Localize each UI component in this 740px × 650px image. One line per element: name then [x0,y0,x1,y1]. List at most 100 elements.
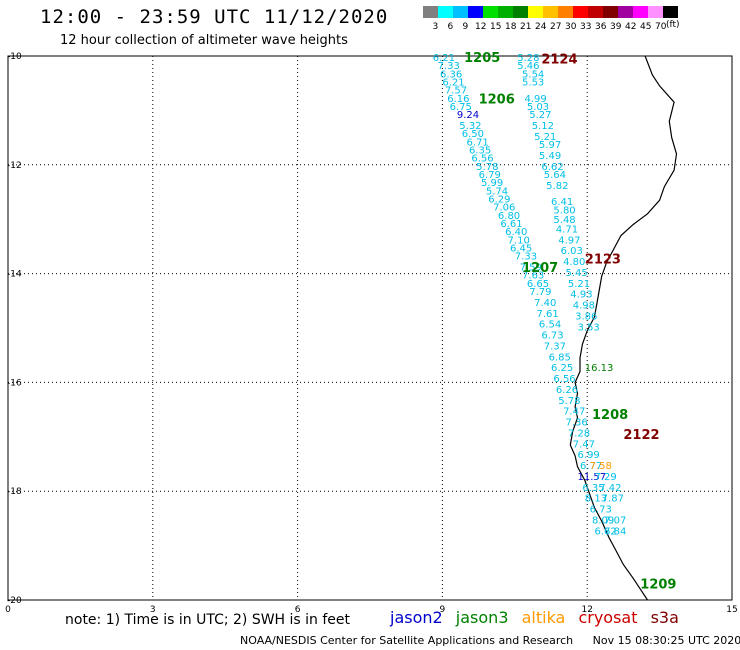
x-tick-label: 9 [440,605,446,615]
legend-cryosat: cryosat [578,608,638,627]
legend-jason3: jason3 [455,608,509,627]
wave-height-value: 6.62 [594,526,616,537]
color-scale-tick: 18 [505,22,517,32]
wave-height-value: 6.50 [462,129,484,140]
wave-height-value: 5.82 [546,181,568,192]
note-text: note: 1) Time is in UTC; 2) SWH is in fe… [65,612,351,628]
color-scale-tick: 6 [447,22,454,32]
color-swatch [438,6,453,18]
color-scale-tick: 70 [655,22,667,32]
wave-height-value: 7.84 [604,526,626,537]
wave-height-value: 5.74 [486,186,508,197]
wave-height-value: 5.78 [558,396,580,407]
color-scale: 3 6 9 12 15 18 21 24 27 30 33 36 39 42 45 70 (ft) [423,6,680,32]
x-tick-label: 3 [150,605,156,615]
pass-label: 2122 [623,428,659,443]
color-swatch [648,6,663,18]
wave-height-value: 7.10 [508,235,530,246]
footer-credit: NOAA/NESDIS Center for Satellite Applica… [240,634,574,647]
color-swatch [423,6,438,18]
wave-height-value: 5.53 [522,78,544,89]
legend-s3a: s3a [650,608,679,627]
color-scale-swatches [423,6,678,18]
wave-height-value: 6.65 [527,279,549,290]
wave-height-value: 16.13 [585,363,614,374]
color-scale-tick: 39 [610,22,622,32]
wave-height-value: 6.16 [447,94,469,105]
color-scale-tick: 30 [565,22,577,32]
wave-height-value: 7.87 [602,494,624,505]
wave-height-value: 5.97 [539,140,561,151]
x-tick-label: 15 [726,605,737,615]
wave-height-value: 5.03 [527,102,549,113]
color-swatch [468,6,483,18]
footer: NOAA/NESDIS Center for Satellite Applica… [240,634,740,647]
wave-height-value: 5.32 [459,121,481,132]
wave-height-value: 9.24 [457,110,479,121]
color-scale-tick: 3 [432,22,439,32]
color-scale-tick: 27 [550,22,562,32]
wave-height-value: 4.80 [563,257,585,268]
wave-height-value: 6.41 [551,197,573,208]
legend-altika: altika [521,608,566,627]
color-swatch [513,6,528,18]
wave-height-value: 7.33 [515,252,537,263]
wave-height-value: 7.57 [445,86,467,97]
wave-height-value: 4.99 [524,94,546,105]
y-tick-label: -12 [7,161,22,171]
y-tick-label: -10 [7,52,22,62]
wave-height-value: 6.35 [469,146,491,157]
color-swatch [528,6,543,18]
wave-height-value: 6.35 [582,483,604,494]
color-swatch [453,6,468,18]
wave-height-value: 7.37 [544,341,566,352]
color-swatch [603,6,618,18]
color-scale-tick: 36 [595,22,607,32]
wave-height-value: 6.73 [590,505,612,516]
wave-height-value: 6.79 [479,170,501,181]
color-swatch [588,6,603,18]
wave-height-value: 5.80 [553,205,575,216]
wave-height-value: 7.47 [573,439,595,450]
wave-height-value: 5.45 [565,268,587,279]
wave-height-value: 6.03 [561,246,583,257]
color-swatch [483,6,498,18]
wave-height-value: 8.09 [592,515,614,526]
wave-height-value: 6.40 [505,227,527,238]
wave-height-value: 5.48 [553,215,575,226]
wave-height-value: 7.33 [438,61,460,72]
wave-height-value: 7.06 [493,203,515,214]
color-scale-unit: (ft) [666,20,680,30]
wave-height-value: 6.73 [541,331,563,342]
wave-height-value: 3.86 [575,311,597,322]
map-frame [7,55,733,601]
wave-height-value: 6.99 [578,450,600,461]
wave-height-value: 7.40 [534,298,556,309]
wave-height-value: 6.71 [467,137,489,148]
color-swatch [618,6,633,18]
coastline [569,55,678,601]
wave-height-value: 6.26 [556,385,578,396]
wave-height-value: 4.98 [573,301,595,312]
chart-title: 12:00 - 23:59 UTC 11/12/2020 [40,6,389,28]
color-swatch [633,6,648,18]
wave-height-value: 6.61 [500,219,522,230]
pass-label: 1206 [479,92,515,107]
pass-label: 1208 [592,408,628,423]
wave-height-value: 6.75 [450,102,472,113]
color-swatch [663,6,678,18]
wave-height-value: 7.79 [529,287,551,298]
color-scale-tick: 42 [625,22,637,32]
wave-height-value: 6.45 [510,243,532,254]
color-scale-tick: 45 [640,22,652,32]
wave-height-value: 3.53 [578,322,600,333]
color-scale-tick: 9 [462,22,469,32]
wave-height-value: 5.28 [517,53,539,64]
x-tick-label: 0 [5,605,11,615]
y-tick-label: -20 [7,596,22,606]
wave-height-value: 6.21 [433,53,455,64]
wave-height-value: 6.77 [580,461,602,472]
wave-height-value: 5.64 [544,170,566,181]
wave-height-value: 5.99 [481,178,503,189]
